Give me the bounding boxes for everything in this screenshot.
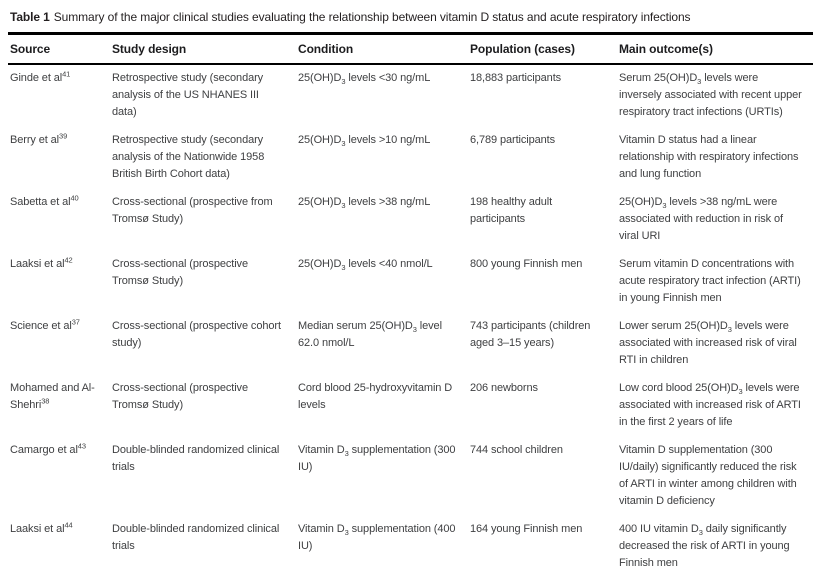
cell-population: 743 participants (children aged 3–15 yea…: [470, 320, 591, 349]
cell-population: 744 school children: [470, 444, 563, 456]
table-row-laaksi-44: Laaksi et al44 Double-blinded randomized…: [8, 516, 813, 578]
cell-source: Mohamed and Al-Shehri38: [10, 382, 95, 411]
cell-condition: Median serum 25(OH)D3 level 62.0 nmol/L: [298, 320, 442, 349]
table-row-sabetta: Sabetta et al40 Cross-sectional (prospec…: [8, 189, 813, 251]
header-row: Source Study design Condition Population…: [8, 32, 813, 65]
cell-source: Science et al37: [10, 317, 80, 332]
column-header-main-outcome: Main outcome(s): [617, 32, 813, 65]
cell-population: 6,789 participants: [470, 134, 556, 146]
cell-main-outcome: Low cord blood 25(OH)D3 levels were asso…: [619, 382, 801, 428]
cell-condition: Vitamin D3 supplementation (400 IU): [298, 523, 456, 552]
cell-population: 800 young Finnish men: [470, 258, 583, 270]
table-caption: Table 1 Summary of the major clinical stu…: [8, 6, 813, 32]
cell-study-design: Retrospective study (secondary analysis …: [112, 72, 264, 118]
cell-study-design: Cross-sectional (prospective from Tromsø…: [112, 196, 273, 225]
cell-main-outcome: Serum 25(OH)D3 levels were inversely ass…: [619, 72, 802, 118]
cell-main-outcome: 25(OH)D3 levels >38 ng/mL were associate…: [619, 196, 783, 242]
cell-condition: Cord blood 25-hydroxyvitamin D levels: [298, 382, 453, 411]
column-header-study-design: Study design: [110, 32, 296, 65]
cell-main-outcome: Lower serum 25(OH)D3 levels were associa…: [619, 320, 797, 366]
cell-source: Camargo et al43: [10, 441, 86, 456]
cell-source: Laaksi et al42: [10, 255, 73, 270]
cell-condition: 25(OH)D3 levels >10 ng/mL: [298, 134, 431, 149]
cell-study-design: Cross-sectional (prospective Tromsø Stud…: [112, 382, 248, 411]
cell-condition: 25(OH)D3 levels >38 ng/mL: [298, 196, 431, 211]
cell-study-design: Cross-sectional (prospective cohort stud…: [112, 320, 281, 349]
column-header-population: Population (cases): [468, 32, 617, 65]
cell-condition: 25(OH)D3 levels <30 ng/mL: [298, 72, 431, 87]
cell-main-outcome: 400 IU vitamin D3 daily significantly de…: [619, 523, 790, 569]
cell-study-design: Cross-sectional (prospective Tromsø Stud…: [112, 258, 248, 287]
cell-main-outcome: Serum vitamin D concentrations with acut…: [619, 258, 801, 304]
cell-source: Berry et al39: [10, 131, 68, 146]
cell-study-design: Double-blinded randomized clinical trial…: [112, 523, 280, 552]
column-header-source: Source: [8, 32, 110, 65]
column-header-condition: Condition: [296, 32, 468, 65]
cell-study-design: Double-blinded randomized clinical trial…: [112, 444, 280, 473]
cell-source: Laaksi et al44: [10, 520, 73, 535]
cell-population: 18,883 participants: [470, 72, 562, 84]
table-row-laaksi-42: Laaksi et al42 Cross-sectional (prospect…: [8, 251, 813, 313]
cell-source: Sabetta et al40: [10, 193, 79, 208]
table-row-berry: Berry et al39 Retrospective study (secon…: [8, 127, 813, 189]
table-caption-label: Table 1: [10, 10, 50, 24]
studies-table: Source Study design Condition Population…: [8, 32, 813, 578]
cell-condition: 25(OH)D3 levels <40 nmol/L: [298, 258, 433, 273]
table-caption-text: Summary of the major clinical studies ev…: [53, 10, 691, 24]
cell-population: 164 young Finnish men: [470, 523, 583, 535]
table-row-ginde: Ginde et al41 Retrospective study (secon…: [8, 64, 813, 127]
cell-population: 198 healthy adult participants: [470, 196, 553, 225]
cell-source: Ginde et al41: [10, 69, 71, 84]
table-row-mohamed: Mohamed and Al-Shehri38 Cross-sectional …: [8, 375, 813, 437]
cell-main-outcome: Vitamin D supplementation (300 IU/daily)…: [619, 444, 797, 507]
cell-study-design: Retrospective study (secondary analysis …: [112, 134, 265, 180]
cell-population: 206 newborns: [470, 382, 538, 394]
table-row-camargo: Camargo et al43 Double-blinded randomize…: [8, 437, 813, 516]
cell-condition: Vitamin D3 supplementation (300 IU): [298, 444, 456, 473]
table-row-science: Science et al37 Cross-sectional (prospec…: [8, 313, 813, 375]
cell-main-outcome: Vitamin D status had a linear relationsh…: [619, 134, 799, 180]
